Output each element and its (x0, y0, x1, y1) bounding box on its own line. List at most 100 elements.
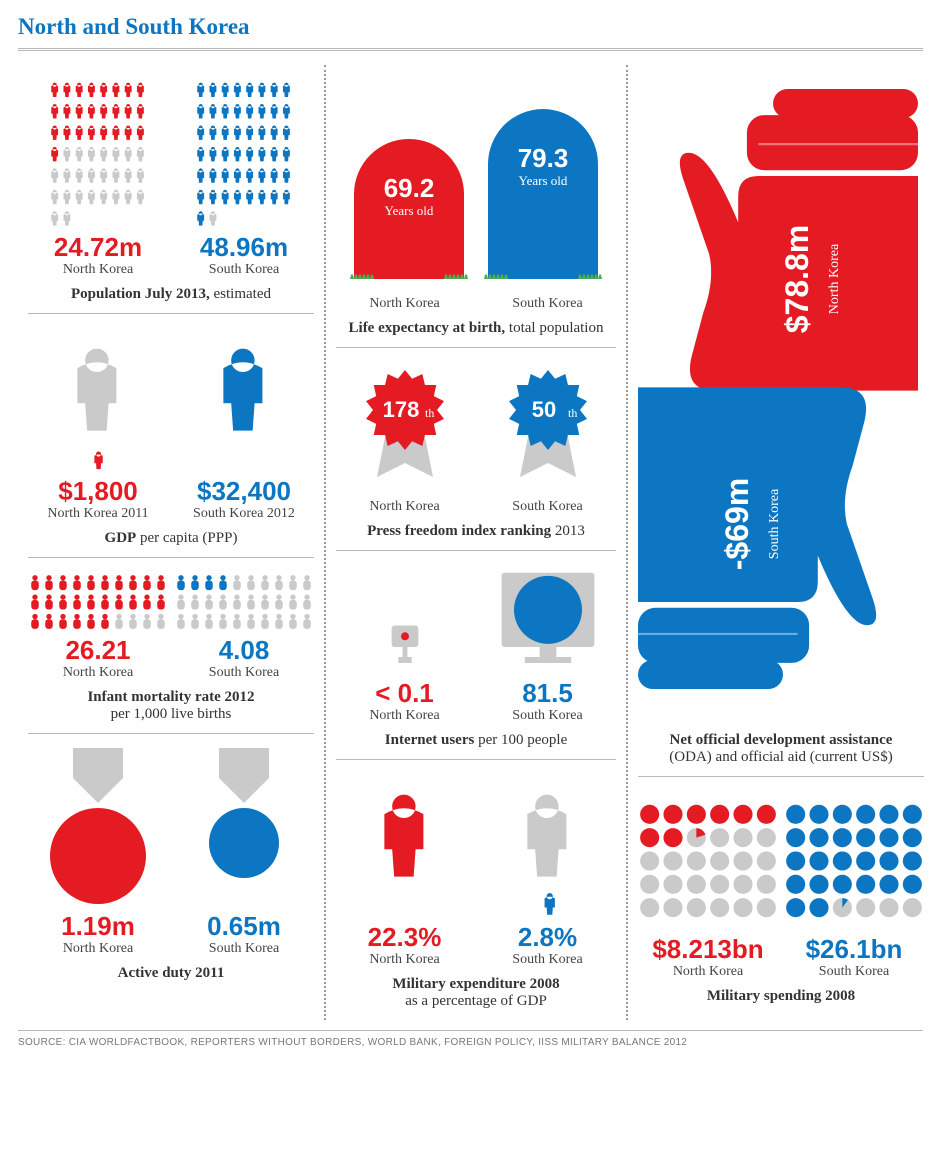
svg-text:178: 178 (382, 397, 419, 422)
svg-text:$78.8m: $78.8m (779, 225, 815, 334)
milpct-north-label: North Korea (336, 952, 473, 968)
svg-text:79.3: 79.3 (518, 143, 569, 173)
milpct-north: 22.3% North Korea (336, 774, 473, 968)
population-title: Population July 2013, estimated (28, 286, 314, 303)
section-infant: 26.21 North Korea 4.08 South Korea Infan… (28, 558, 314, 733)
internet-north: < 0.1 North Korea (336, 565, 473, 724)
medal-icon (179, 748, 309, 908)
infant-north-label: North Korea (28, 665, 168, 681)
dot-grid-icon (638, 791, 778, 931)
infant-south-label: South Korea (174, 665, 314, 681)
svg-text:North Korea: North Korea (827, 243, 842, 314)
gdp-north-value: $1,800 (28, 478, 168, 504)
medal-icon (33, 748, 163, 908)
person-scale-icon (488, 774, 608, 919)
column-3: $78.8mNorth Korea-$69mSouth Korea Net of… (628, 65, 934, 1020)
population-north-value: 24.72m (28, 234, 168, 260)
milpct-south-value: 2.8% (479, 924, 616, 950)
population-south-value: 48.96m (174, 234, 314, 260)
hands-icon: $78.8m North Korea -$69m South Korea (638, 79, 918, 719)
internet-north-value: < 0.1 (336, 680, 473, 706)
press-south-label: South Korea (479, 499, 616, 515)
milpct-south: 2.8% South Korea (479, 774, 616, 968)
section-life-exp: 69.2Years old79.3Years old North Korea S… (336, 65, 616, 347)
population-north-label: North Korea (28, 262, 168, 278)
person-scale-icon (184, 328, 304, 473)
active-south-value: 0.65m (174, 913, 314, 939)
section-gdp: $1,800 North Korea 2011 $32,400 South Ko… (28, 314, 314, 557)
life-north-label: North Korea (336, 296, 473, 312)
svg-text:South Korea: South Korea (767, 488, 782, 559)
svg-text:Years old: Years old (385, 203, 434, 218)
press-title: Press freedom index ranking 2013 (336, 523, 616, 540)
section-active-duty: 1.19m North Korea 0.65m South Korea Acti… (28, 734, 314, 992)
milpct-north-value: 22.3% (336, 924, 473, 950)
milspend-north-label: North Korea (638, 964, 778, 980)
milspend-south: $26.1bn South Korea (784, 791, 924, 980)
active-north: 1.19m North Korea (28, 748, 168, 957)
monitor-icon (345, 565, 465, 675)
section-mil-pct: 22.3% North Korea 2.8% South Korea Milit… (336, 760, 616, 1020)
infant-north-value: 26.21 (28, 637, 168, 663)
columns: 24.72m North Korea 48.96m South Korea Po… (18, 65, 923, 1020)
divider (18, 48, 923, 49)
dot-grid-icon (784, 791, 924, 931)
person-scale-icon (345, 774, 465, 919)
life-title: Life expectancy at birth, total populati… (336, 320, 616, 337)
person-scale-icon (38, 328, 158, 473)
press-north: 178th North Korea (336, 362, 473, 515)
infographic-page: North and South Korea 24.72m North Korea… (0, 0, 941, 1056)
active-south: 0.65m South Korea (174, 748, 314, 957)
svg-text:th: th (425, 406, 434, 420)
internet-south-label: South Korea (479, 708, 616, 724)
page-headline: North and South Korea (18, 14, 923, 48)
population-north: 24.72m North Korea (28, 79, 168, 278)
column-2: 69.2Years old79.3Years old North Korea S… (326, 65, 626, 1020)
active-title: Active duty 2011 (28, 965, 314, 982)
source-line: SOURCE: CIA WORLDFACTBOOK, REPORTERS WIT… (18, 1030, 923, 1048)
milspend-south-label: South Korea (784, 964, 924, 980)
svg-text:th: th (568, 406, 577, 420)
active-north-value: 1.19m (28, 913, 168, 939)
gdp-south: $32,400 South Korea 2012 (174, 328, 314, 522)
infant-north: 26.21 North Korea (28, 572, 168, 681)
gdp-south-label: South Korea 2012 (174, 506, 314, 522)
internet-south: 81.5 South Korea (479, 565, 616, 724)
milspend-north: $8.213bn North Korea (638, 791, 778, 980)
population-south-label: South Korea (174, 262, 314, 278)
section-internet: < 0.1 North Korea 81.5 South Korea Inter… (336, 551, 616, 759)
svg-text:50: 50 (531, 397, 555, 422)
milpct-south-label: South Korea (479, 952, 616, 968)
svg-text:69.2: 69.2 (384, 173, 435, 203)
baby-pictogram-icon (28, 572, 168, 632)
internet-south-value: 81.5 (479, 680, 616, 706)
tombstone-chart-icon: 69.2Years old79.3Years old (336, 79, 616, 289)
section-press: 178th North Korea 50th South Korea Press… (336, 348, 616, 550)
section-mil-spend: $8.213bn North Korea $26.1bn South Korea… (638, 777, 924, 1015)
active-north-label: North Korea (28, 941, 168, 957)
baby-pictogram-icon (174, 572, 314, 632)
rosette-icon: 50 th (488, 362, 608, 492)
gdp-title: GDP per capita (PPP) (28, 530, 314, 547)
svg-text:-$69m: -$69m (719, 478, 755, 571)
gdp-south-value: $32,400 (174, 478, 314, 504)
rosette-icon: 178 th (345, 362, 465, 492)
milspend-title: Military spending 2008 (638, 988, 924, 1005)
section-oda: $78.8mNorth Korea-$69mSouth Korea Net of… (638, 65, 924, 776)
divider (18, 50, 923, 51)
population-south: 48.96m South Korea (174, 79, 314, 278)
section-population: 24.72m North Korea 48.96m South Korea Po… (28, 65, 314, 313)
active-south-label: South Korea (174, 941, 314, 957)
people-pictogram-icon (174, 79, 314, 229)
svg-text:Years old: Years old (519, 173, 568, 188)
infant-south: 4.08 South Korea (174, 572, 314, 681)
internet-title: Internet users per 100 people (336, 732, 616, 749)
press-south: 50 th South Korea (479, 362, 616, 515)
milspend-north-value: $8.213bn (638, 936, 778, 962)
milpct-title: Military expenditure 2008as a percentage… (336, 976, 616, 1010)
monitor-icon (488, 565, 608, 675)
internet-north-label: North Korea (336, 708, 473, 724)
gdp-north-label: North Korea 2011 (28, 506, 168, 522)
milspend-south-value: $26.1bn (784, 936, 924, 962)
life-south-label: South Korea (479, 296, 616, 312)
